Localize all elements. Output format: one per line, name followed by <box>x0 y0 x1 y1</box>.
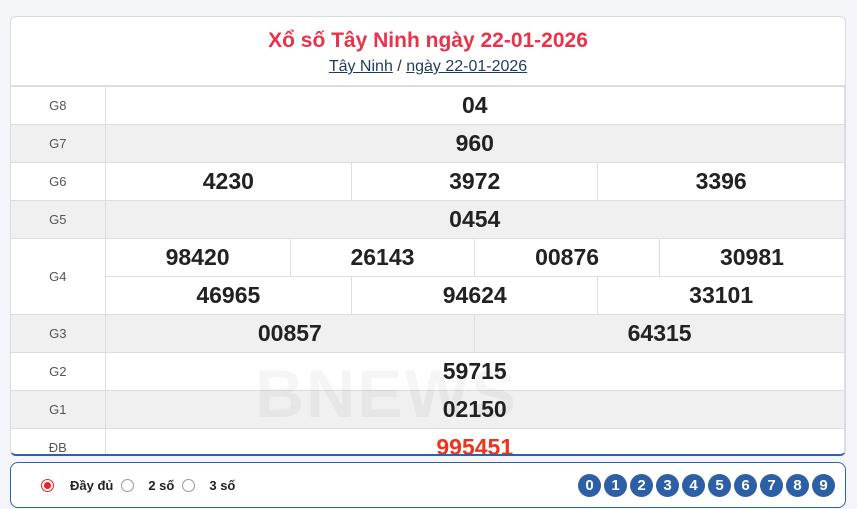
prize-row-ĐB: ĐB 995451 <box>11 428 845 456</box>
prize-label: ĐB <box>11 428 106 454</box>
prize-row-G8: G8 04 <box>11 86 845 125</box>
prize-label: G5 <box>11 200 106 239</box>
prize-numbers: 4230 3972 3396 <box>104 162 845 201</box>
breadcrumb-separator: / <box>397 58 402 75</box>
prize-row-G3: G3 00857 64315 <box>11 314 845 353</box>
page-title: Xổ số Tây Ninh ngày 22-01-2026 <box>268 29 588 52</box>
prize-number: 94624 <box>351 277 598 314</box>
prize-numbers: 59715 <box>104 352 845 391</box>
prize-label: G3 <box>11 314 106 353</box>
filter-option[interactable]: 2 số <box>121 478 174 493</box>
prize-label: G1 <box>11 390 106 429</box>
prize-label: G8 <box>11 86 106 125</box>
digit-button-1[interactable]: 1 <box>604 473 627 497</box>
prize-number: 46965 <box>196 282 261 308</box>
filter-option-label: 3 số <box>209 477 236 493</box>
results-table: G8 04 G7 960 G6 4230 3972 3396 G5 0454 G4 98420 2614… <box>11 86 845 456</box>
prize-row-G6: G6 4230 3972 3396 <box>11 162 845 201</box>
prize-number: 02150 <box>442 396 507 422</box>
filter-option[interactable]: 3 số <box>182 478 235 493</box>
prize-label: G2 <box>11 352 106 391</box>
filter-option-label: 2 số <box>148 477 175 493</box>
prize-row-G4: G4 98420 26143 00876 30981 <box>11 238 845 315</box>
prize-row-G4: 46965 94624 33101 <box>11 276 845 315</box>
prize-number: 0454 <box>449 206 501 232</box>
radio-button[interactable] <box>182 478 196 492</box>
results-header: Xổ số Tây Ninh ngày 22-01-2026 Tây Ninh … <box>11 17 845 86</box>
prize-number: 64315 <box>474 315 844 352</box>
digit-button-5[interactable]: 5 <box>708 473 731 497</box>
digit-button-3[interactable]: 3 <box>656 473 679 497</box>
prize-number: 26143 <box>289 239 475 276</box>
filter-option-label: Đầy đủ <box>70 477 114 493</box>
prize-number: 98420 <box>165 244 230 270</box>
prize-numbers: 995451 <box>104 428 845 456</box>
prize-number: 4230 <box>202 168 254 194</box>
prize-numbers: 02150 <box>104 390 845 429</box>
prize-row-G2: G2 59715 <box>11 352 845 391</box>
prize-row-G7: G7 960 <box>11 124 845 163</box>
digit-button-4[interactable]: 4 <box>682 473 705 497</box>
prize-number: 3972 <box>351 163 598 200</box>
prize-numbers: 04 <box>104 86 845 125</box>
prize-number: 00857 <box>257 320 322 346</box>
digit-button-6[interactable]: 6 <box>734 473 757 497</box>
prize-label: G6 <box>11 162 106 201</box>
prize-numbers: 0454 <box>104 200 845 239</box>
prize-numbers: 00857 64315 <box>104 314 845 353</box>
prize-numbers: 98420 26143 00876 30981 <box>104 238 845 277</box>
prize-number: 960 <box>455 130 494 156</box>
digit-button-2[interactable]: 2 <box>630 473 653 497</box>
breadcrumb-date-link[interactable]: ngày 22-01-2026 <box>406 58 528 75</box>
digit-button-0[interactable]: 0 <box>578 473 601 497</box>
radio-button[interactable] <box>121 478 135 492</box>
prize-number: 33101 <box>597 277 844 314</box>
filter-bar: Đầy đủ 2 số 3 số 0 1 2 3 4 5 6 7 8 9 <box>10 462 846 508</box>
breadcrumb: Tây Ninh / ngày 22-01-2026 <box>11 58 845 76</box>
results-card: Xổ số Tây Ninh ngày 22-01-2026 Tây Ninh … <box>10 16 846 456</box>
prize-number: 04 <box>461 92 488 118</box>
prize-numbers: 960 <box>104 124 845 163</box>
prize-row-G1: G1 02150 <box>11 390 845 429</box>
prize-numbers: 46965 94624 33101 <box>104 276 845 315</box>
prize-label: G7 <box>11 124 106 163</box>
digit-button-8[interactable]: 8 <box>786 473 809 497</box>
prize-number: 59715 <box>442 358 507 384</box>
prize-row-G5: G5 0454 <box>11 200 845 239</box>
digit-button-9[interactable]: 9 <box>812 473 835 497</box>
prize-number: 00876 <box>474 239 660 276</box>
prize-number: 3396 <box>597 163 844 200</box>
digit-button-7[interactable]: 7 <box>760 473 783 497</box>
breadcrumb-province-link[interactable]: Tây Ninh <box>328 58 393 75</box>
prize-label: G4 <box>11 238 106 315</box>
radio-button[interactable] <box>41 478 54 492</box>
filter-option[interactable]: Đầy đủ <box>41 478 113 493</box>
prize-number: 30981 <box>658 239 844 276</box>
prize-number: 995451 <box>436 434 514 456</box>
